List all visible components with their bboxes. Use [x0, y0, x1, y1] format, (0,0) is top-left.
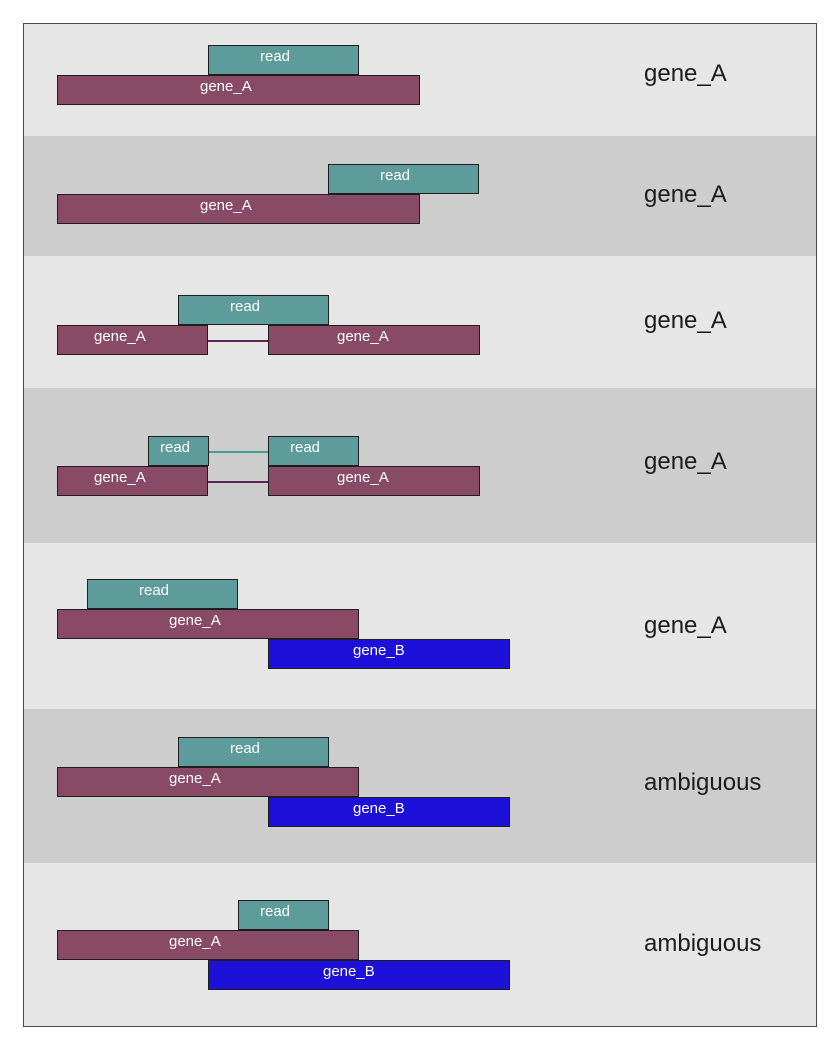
gene-a-label: gene_A — [337, 469, 389, 486]
scenario-row-3: read gene_A gene_A gene_A — [24, 256, 816, 388]
result-label: gene_A — [644, 181, 727, 208]
gene-a-label: gene_A — [200, 78, 252, 95]
read-bar: read — [208, 45, 359, 75]
gene-a-intron-line — [208, 340, 268, 342]
read-label: read — [290, 439, 321, 456]
read-label: read — [139, 582, 170, 599]
gene-a-label: gene_A — [169, 770, 221, 787]
gene-a-label: gene_A — [94, 469, 146, 486]
read-bar: read — [87, 579, 238, 609]
read-label: read — [160, 439, 191, 456]
read-bar: read — [178, 737, 329, 767]
gene-b-label: gene_B — [353, 800, 405, 817]
gene-a-label: gene_A — [169, 933, 221, 950]
gene-b-bar: gene_B — [208, 960, 510, 990]
scenario-row-2: read gene_A gene_A — [24, 136, 816, 256]
result-label: ambiguous — [644, 930, 762, 957]
gene-b-bar: gene_B — [268, 639, 510, 669]
scenario-row-6: read gene_A gene_B ambiguous — [24, 709, 816, 863]
read-label: read — [230, 298, 261, 315]
read-bar-left: read — [148, 436, 209, 466]
read-bar: read — [178, 295, 329, 325]
gene-b-label: gene_B — [323, 963, 375, 980]
result-label: gene_A — [644, 307, 727, 334]
read-bar: read — [328, 164, 479, 194]
gene-b-bar: gene_B — [268, 797, 510, 827]
gene-a-bar: gene_A — [57, 609, 359, 639]
gene-a-label: gene_A — [200, 197, 252, 214]
result-label: gene_A — [644, 612, 727, 639]
result-label: ambiguous — [644, 769, 762, 796]
read-label: read — [260, 48, 291, 65]
result-label: gene_A — [644, 448, 727, 475]
scenario-row-4: read read gene_A gene_A gene_A — [24, 388, 816, 543]
gene-a-bar: gene_A — [57, 194, 420, 224]
gene-a-exon-2: gene_A — [268, 325, 480, 355]
gene-a-label: gene_A — [94, 328, 146, 345]
gene-a-label: gene_A — [169, 612, 221, 629]
gene-a-exon-1: gene_A — [57, 325, 208, 355]
gene-a-bar: gene_A — [57, 767, 359, 797]
read-bar-right: read — [268, 436, 359, 466]
gene-a-exon-2: gene_A — [268, 466, 480, 496]
read-gap-line — [209, 451, 268, 453]
gene-a-label: gene_A — [337, 328, 389, 345]
read-label: read — [260, 903, 291, 920]
read-bar: read — [238, 900, 329, 930]
diagram-frame: read gene_A gene_A read gene_A gene_A re… — [23, 23, 817, 1027]
gene-a-exon-1: gene_A — [57, 466, 208, 496]
scenario-row-1: read gene_A gene_A — [24, 24, 816, 136]
read-label: read — [230, 740, 261, 757]
scenario-row-7: read gene_A gene_B ambiguous — [24, 863, 816, 1026]
read-label: read — [380, 167, 411, 184]
result-label: gene_A — [644, 60, 727, 87]
gene-a-intron-line — [208, 481, 268, 483]
gene-a-bar: gene_A — [57, 930, 359, 960]
gene-a-bar: gene_A — [57, 75, 420, 105]
scenario-row-5: read gene_A gene_B gene_A — [24, 543, 816, 709]
gene-b-label: gene_B — [353, 642, 405, 659]
